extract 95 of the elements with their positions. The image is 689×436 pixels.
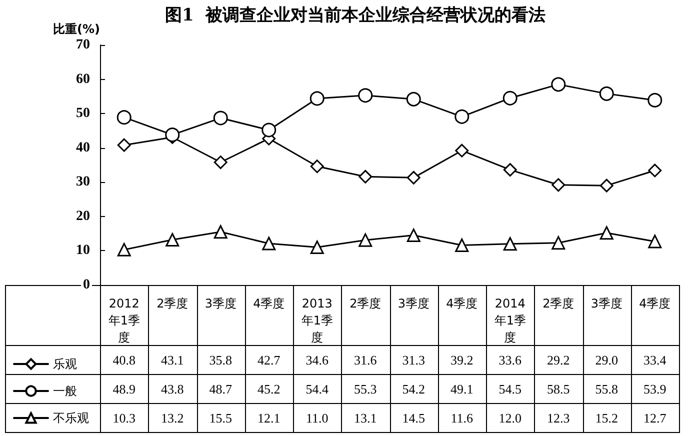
point bbox=[503, 237, 517, 251]
point bbox=[600, 178, 614, 192]
data-label: 43.8 bbox=[161, 382, 184, 396]
x-tick-label: 2季度 bbox=[156, 296, 188, 310]
chart-title: 图1 被调查企业对当前本企业综合经营状况的看法 bbox=[165, 6, 546, 26]
y-tick-label: 50 bbox=[76, 106, 90, 122]
data-label: 40.8 bbox=[112, 352, 136, 368]
y-tick-label: 10 bbox=[76, 243, 90, 258]
x-tick-label: 2012年1季度 bbox=[108, 296, 140, 344]
y-tick-label: 30 bbox=[76, 174, 90, 190]
data-label: 10.3 bbox=[112, 410, 136, 426]
data-label: 42.7 bbox=[258, 352, 281, 368]
data-label: 29.2 bbox=[547, 352, 570, 368]
y-tick-label: 40 bbox=[76, 140, 90, 156]
data-label: 33.4 bbox=[644, 352, 667, 368]
data-label: 54.5 bbox=[498, 382, 522, 396]
point bbox=[648, 92, 662, 108]
point bbox=[310, 240, 324, 254]
data-label: 49.1 bbox=[450, 382, 474, 396]
point bbox=[310, 160, 324, 174]
data-label: 12.0 bbox=[498, 410, 522, 426]
data-label: 55.3 bbox=[354, 382, 377, 396]
legend-label: 不乐观 bbox=[53, 411, 89, 425]
legend-label: 乐观 bbox=[53, 357, 77, 371]
data-label: 58.5 bbox=[547, 382, 570, 396]
data-label: 34.6 bbox=[306, 352, 329, 368]
point bbox=[551, 77, 566, 92]
data-label: 54.2 bbox=[402, 382, 425, 396]
point bbox=[552, 178, 566, 192]
x-tick-label: 2013年1季度 bbox=[301, 296, 333, 344]
point bbox=[600, 226, 614, 240]
point bbox=[358, 170, 372, 184]
point bbox=[502, 90, 518, 106]
point bbox=[310, 91, 324, 106]
point bbox=[214, 225, 228, 239]
point bbox=[406, 228, 420, 242]
y-tick-label: 70 bbox=[76, 38, 90, 52]
data-label: 13.2 bbox=[161, 410, 184, 426]
x-tick-label: 2季度 bbox=[350, 296, 382, 310]
point bbox=[455, 238, 469, 252]
point bbox=[262, 236, 276, 250]
x-tick-label: 4季度 bbox=[446, 296, 478, 310]
point bbox=[406, 92, 421, 106]
data-label: 31.3 bbox=[402, 352, 425, 368]
data-label: 55.8 bbox=[595, 382, 618, 396]
data-label: 39.2 bbox=[450, 352, 474, 368]
point bbox=[117, 138, 131, 152]
data-label: 12.7 bbox=[644, 410, 667, 426]
point bbox=[116, 110, 132, 125]
point bbox=[454, 109, 470, 124]
y-tick-label: 60 bbox=[76, 72, 90, 87]
data-label: 48.9 bbox=[112, 382, 136, 396]
point bbox=[165, 128, 180, 142]
data-label: 54.4 bbox=[306, 382, 329, 396]
data-label: 14.5 bbox=[402, 410, 425, 426]
x-tick-label: 3季度 bbox=[590, 296, 622, 310]
data-label: 12.1 bbox=[258, 410, 280, 426]
data-label: 12.3 bbox=[547, 410, 570, 426]
data-label: 11.6 bbox=[450, 410, 474, 426]
data-label: 13.1 bbox=[354, 410, 377, 426]
legend-label: 一般 bbox=[53, 384, 77, 398]
x-tick-label: 2季度 bbox=[542, 296, 574, 310]
data-label: 15.5 bbox=[209, 410, 232, 426]
point bbox=[599, 86, 614, 101]
x-tick-label: 4季度 bbox=[639, 296, 671, 310]
x-tick-label: 3季度 bbox=[204, 296, 236, 310]
data-label: 35.8 bbox=[209, 352, 232, 368]
data-label: 53.9 bbox=[644, 382, 666, 396]
data-label: 48.7 bbox=[209, 382, 232, 396]
point bbox=[358, 233, 372, 247]
x-tick-label: 3季度 bbox=[398, 296, 430, 310]
point bbox=[552, 236, 566, 250]
point bbox=[214, 156, 228, 170]
point bbox=[213, 110, 228, 126]
y-tick-label: 20 bbox=[76, 208, 90, 224]
y-axis-title: 比重(%) bbox=[53, 22, 100, 36]
point bbox=[648, 164, 662, 178]
point bbox=[406, 170, 420, 184]
point bbox=[648, 234, 662, 248]
data-label: 45.2 bbox=[258, 382, 280, 396]
data-label: 29.0 bbox=[595, 352, 618, 368]
point bbox=[262, 122, 276, 138]
x-tick-label: 4季度 bbox=[253, 296, 285, 310]
data-label: 15.2 bbox=[595, 410, 618, 426]
data-label: 11.0 bbox=[306, 410, 328, 426]
data-label: 43.1 bbox=[161, 352, 184, 368]
data-label: 31.6 bbox=[354, 352, 378, 368]
point bbox=[117, 242, 131, 256]
x-tick-label: 2014年1季度 bbox=[494, 296, 526, 344]
point bbox=[358, 88, 373, 103]
point bbox=[503, 163, 517, 177]
point bbox=[455, 144, 469, 158]
point bbox=[166, 232, 180, 246]
data-label: 33.6 bbox=[498, 352, 522, 368]
y-tick-label: 0 bbox=[83, 278, 90, 292]
